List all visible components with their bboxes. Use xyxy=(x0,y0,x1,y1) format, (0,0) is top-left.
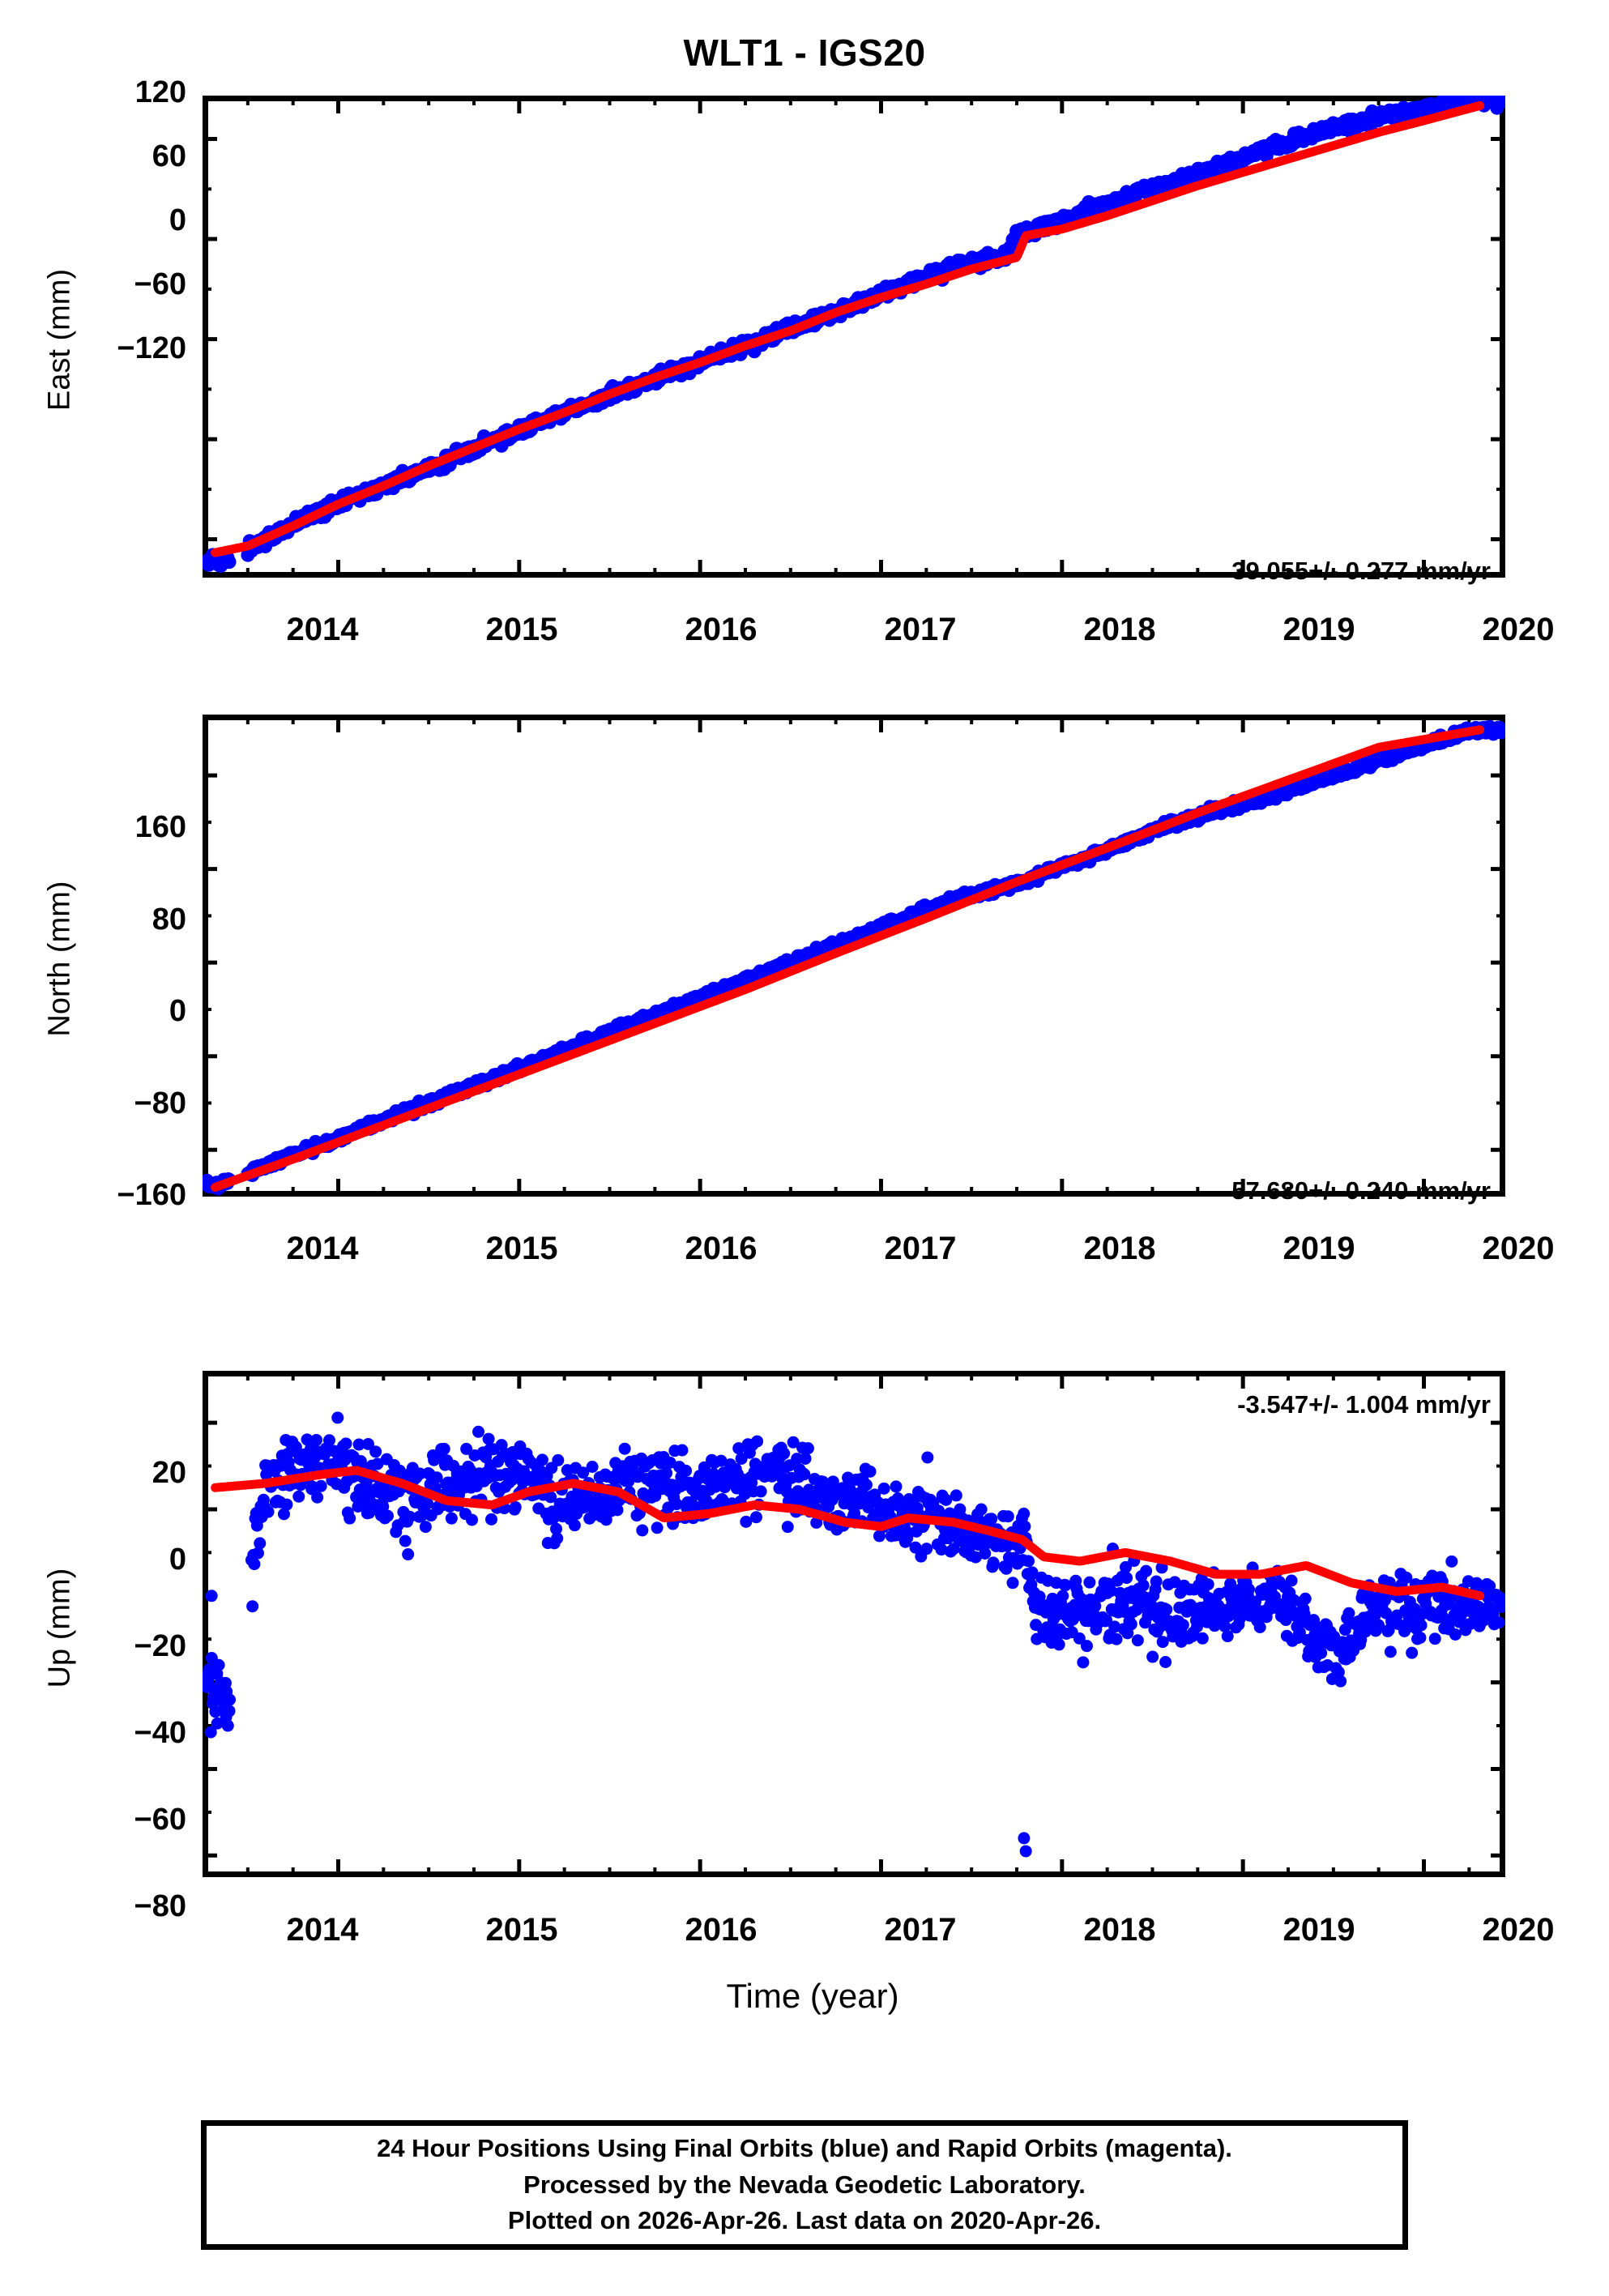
panel-north-xtick-4: 2018 xyxy=(1083,1231,1156,1266)
panel-east-xtick-2: 2016 xyxy=(685,612,758,647)
caption-line-2: Processed by the Nevada Geodetic Laborat… xyxy=(523,2170,1086,2199)
caption-line-1: 24 Hour Positions Using Final Orbits (bl… xyxy=(377,2133,1232,2162)
panel-east-plot-area xyxy=(203,96,1505,578)
panel-up-plot-area xyxy=(203,1371,1505,1877)
panel-up-ytick-4: −60 xyxy=(134,1803,186,1837)
panel-up-rate: -3.547+/- 1.004 mm/yr xyxy=(1237,1390,1491,1419)
caption-line-3: Plotted on 2026-Apr-26. Last data on 202… xyxy=(507,2206,1102,2235)
page-title: WLT1 - IGS20 xyxy=(683,32,926,74)
panel-east-xtick-3: 2017 xyxy=(884,612,957,647)
panel-north-xtick-6: 2020 xyxy=(1482,1231,1555,1266)
panel-up-ytick-1: 0 xyxy=(169,1543,186,1577)
panel-east-ytick-2: 0 xyxy=(169,203,186,237)
panel-north-ytick-3: −80 xyxy=(134,1086,186,1120)
panel-up xyxy=(203,1371,1505,1877)
panel-up-ytick-5: −80 xyxy=(134,1889,186,1923)
panel-up-xtick-5: 2019 xyxy=(1283,1912,1355,1948)
panel-north-ylabel: North (mm) xyxy=(42,881,77,1037)
panel-north-xtick-2: 2016 xyxy=(685,1231,758,1266)
panel-north-plot-area xyxy=(203,715,1505,1197)
panel-east xyxy=(203,96,1505,578)
panel-north-xtick-0: 2014 xyxy=(286,1231,359,1266)
panel-east-ytick-3: −60 xyxy=(134,267,186,301)
panel-up-ytick-3: −40 xyxy=(134,1716,186,1750)
panel-east-xtick-5: 2019 xyxy=(1283,612,1355,647)
caption-box: 24 Hour Positions Using Final Orbits (bl… xyxy=(201,2120,1408,2250)
panel-up-xtick-0: 2014 xyxy=(286,1912,359,1948)
panel-east-xtick-6: 2020 xyxy=(1482,612,1555,647)
panel-east-ytick-1: 60 xyxy=(152,139,186,173)
panel-up-ytick-0: 20 xyxy=(152,1456,186,1490)
panel-up-xtick-1: 2015 xyxy=(485,1912,558,1948)
panel-up-xtick-4: 2018 xyxy=(1083,1912,1156,1948)
panel-up-xtick-3: 2017 xyxy=(884,1912,957,1948)
panel-north-ytick-0: 160 xyxy=(134,810,186,844)
x-axis-label: Time (year) xyxy=(726,1977,899,2015)
panel-east-xtick-4: 2018 xyxy=(1083,612,1156,647)
panel-north xyxy=(203,715,1505,1197)
panel-north-ytick-1: 80 xyxy=(152,903,186,937)
panel-up-xtick-6: 2020 xyxy=(1482,1912,1555,1948)
panel-north-xtick-1: 2015 xyxy=(485,1231,558,1266)
panel-north-xtick-5: 2019 xyxy=(1283,1231,1355,1266)
panel-north-xtick-3: 2017 xyxy=(884,1231,957,1266)
panel-east-xtick-1: 2015 xyxy=(485,612,558,647)
panel-east-ytick-0: 120 xyxy=(134,75,186,109)
panel-up-xtick-2: 2016 xyxy=(685,1912,758,1948)
panel-north-rate: 57.680+/- 0.240 mm/yr xyxy=(1231,1176,1491,1205)
panel-north-ytick-4: −160 xyxy=(117,1178,186,1212)
panel-east-rate: 39.055+/- 0.277 mm/yr xyxy=(1231,557,1491,585)
panel-east-ytick-4: −120 xyxy=(117,331,186,365)
panel-north-ytick-2: 0 xyxy=(169,994,186,1028)
panel-up-ytick-2: −20 xyxy=(134,1629,186,1663)
panel-east-xtick-0: 2014 xyxy=(286,612,359,647)
panel-east-frame xyxy=(203,96,1505,578)
